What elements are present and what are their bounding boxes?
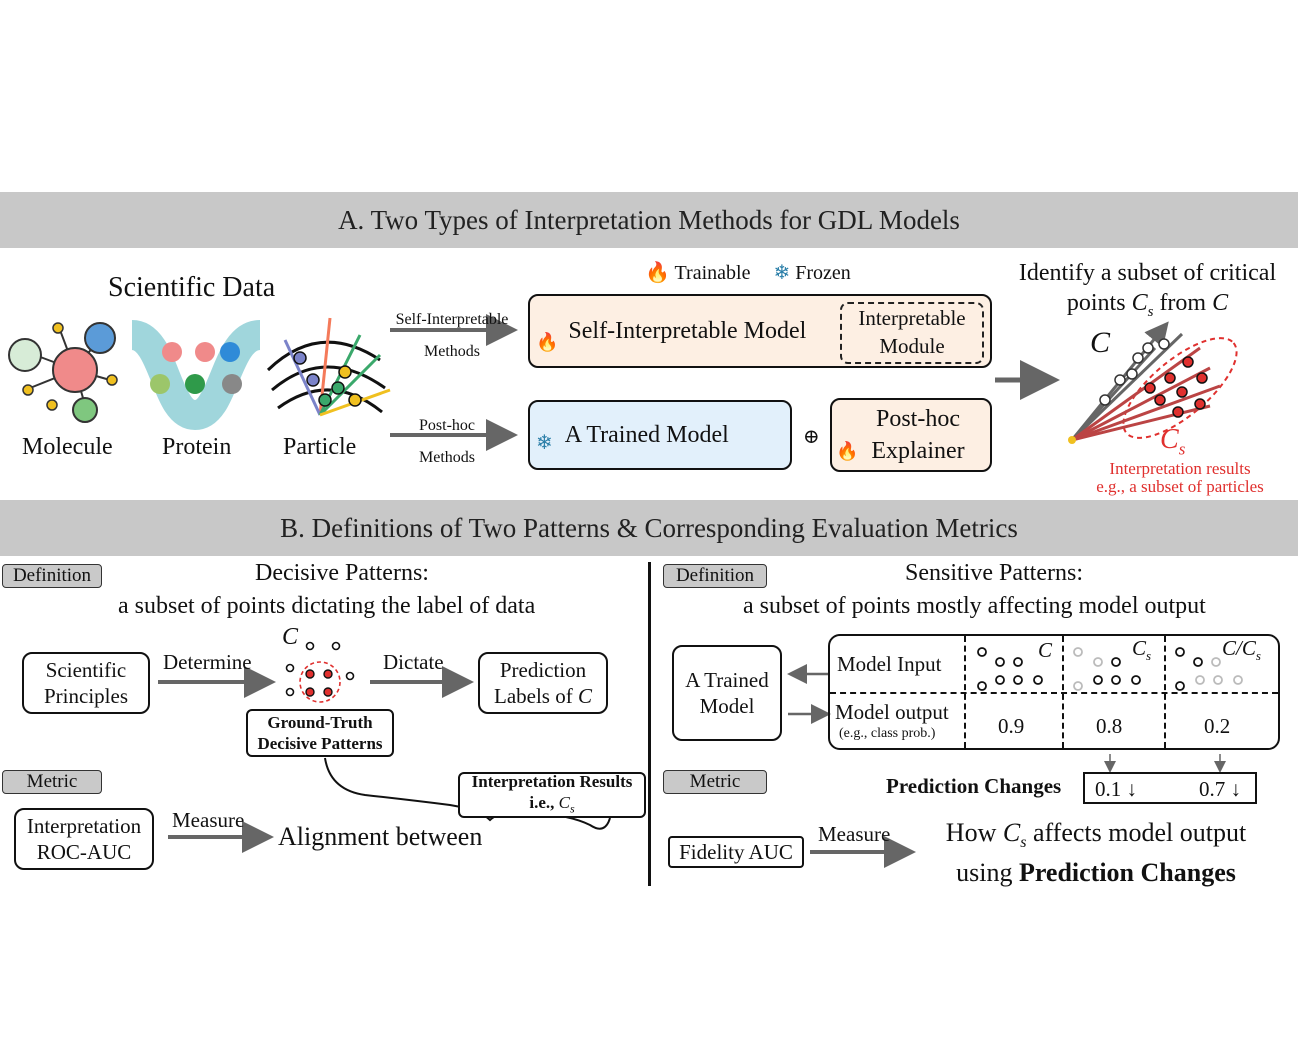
col-label-c: C xyxy=(1038,638,1053,662)
model-output-sub: (e.g., class prob.) xyxy=(839,726,936,741)
protein-icon xyxy=(129,320,263,431)
legend: 🔥 Trainable ❄ Frozen xyxy=(645,262,851,284)
section-b-header: B. Definitions of Two Patterns & Corresp… xyxy=(0,500,1298,556)
label-protein: Protein xyxy=(162,434,232,460)
section-a-header: A. Two Types of Interpretation Methods f… xyxy=(0,192,1298,248)
input-points xyxy=(977,647,1243,691)
label-molecule: Molecule xyxy=(22,434,113,460)
alignment-text: Alignment between xyxy=(278,822,483,851)
trained-model-label: A Trained Model xyxy=(564,422,729,448)
how-cs-text: How Cs affects model output using Predic… xyxy=(945,818,1247,888)
arrows-a xyxy=(390,314,1060,451)
interpretable-module-box: Interpretable Module xyxy=(840,302,984,364)
scientific-principles-box: Scientific Principles xyxy=(22,652,150,714)
sensitive-heading: Sensitive Patterns: xyxy=(905,560,1083,586)
trained-model-box: ❄ A Trained Model xyxy=(528,400,792,470)
identify-text: Identify a subset of critical points Cs … xyxy=(1018,260,1277,320)
flame-icon: 🔥 xyxy=(836,441,859,461)
interpretation-results-box: Interpretation Results i.e., Cs xyxy=(458,772,646,818)
self-model-label: Self-Interpretable Model xyxy=(568,318,807,344)
measure-label-left: Measure xyxy=(172,808,245,832)
posthoc-methods-label: Post-hoc Methods xyxy=(419,417,475,466)
cluster-label-c: C xyxy=(1090,326,1111,359)
prediction-changes-box: 0.1 ↓ 0.7 ↓ xyxy=(1083,772,1257,804)
decisive-subheading: a subset of points dictating the label o… xyxy=(118,593,536,619)
self-interpretable-model-box: 🔥 Self-Interpretable Model Interpretable… xyxy=(528,294,992,368)
ground-truth-box: Ground-Truth Decisive Patterns xyxy=(246,709,394,757)
output-cs: 0.8 xyxy=(1096,714,1123,738)
prediction-labels-box: Prediction Labels of C xyxy=(478,652,608,714)
col-divider-3 xyxy=(1164,636,1166,748)
particle-icon xyxy=(266,317,391,417)
tag-metric-right: Metric xyxy=(663,770,767,794)
scientific-data-title: Scientific Data xyxy=(108,272,276,303)
oplus-symbol: ⊕ xyxy=(803,426,820,448)
model-io-table: Model Input Model output (e.g., class pr… xyxy=(828,634,1280,750)
flame-icon: 🔥 xyxy=(536,331,559,352)
snowflake-icon: ❄ xyxy=(536,431,553,454)
section-divider xyxy=(648,562,651,886)
col-divider-2 xyxy=(1062,636,1064,748)
c-label-left: C xyxy=(282,624,299,650)
trained-model-box-right: A Trained Model xyxy=(672,645,782,741)
sensitive-subheading: a subset of points mostly affecting mode… xyxy=(743,593,1206,619)
tag-definition-right: Definition xyxy=(663,564,767,588)
output-c: 0.9 xyxy=(998,714,1025,738)
model-output-label: Model output xyxy=(835,700,949,724)
change-cs: 0.1 ↓ xyxy=(1095,777,1137,801)
tag-metric-left: Metric xyxy=(2,770,102,794)
row-divider xyxy=(830,692,1278,694)
arrows-b-right xyxy=(787,664,1226,868)
tag-definition-left: Definition xyxy=(2,564,102,588)
critical-points-cluster xyxy=(1068,321,1238,444)
cluster-label-cs: Cs xyxy=(1160,424,1186,459)
model-input-label: Model Input xyxy=(837,652,942,676)
molecule-icon xyxy=(8,322,118,423)
snowflake-icon: ❄ xyxy=(773,262,791,284)
label-particle: Particle xyxy=(283,434,357,460)
col-label-c-minus-cs: C/Cs xyxy=(1222,636,1261,664)
self-methods-label: Self-Interpretable Methods xyxy=(395,311,509,360)
roc-auc-box: Interpretation ROC-AUC xyxy=(14,808,154,870)
section-b-title: B. Definitions of Two Patterns & Corresp… xyxy=(280,513,1018,543)
section-a-title: A. Two Types of Interpretation Methods f… xyxy=(338,205,960,235)
decisive-heading: Decisive Patterns: xyxy=(255,560,429,586)
measure-label-right: Measure xyxy=(818,822,891,846)
arrows-b-left xyxy=(158,666,611,853)
posthoc-explainer-box: 🔥 Post-hoc Explainer xyxy=(830,398,992,472)
decisive-points xyxy=(285,641,355,703)
dictate-label: Dictate xyxy=(383,650,444,674)
flame-icon: 🔥 xyxy=(645,262,670,284)
output-c-minus-cs: 0.2 xyxy=(1204,714,1231,738)
data-illustrations xyxy=(8,317,391,431)
col-divider-1 xyxy=(964,636,966,748)
col-label-cs: Cs xyxy=(1132,636,1152,664)
fidelity-auc-box: Fidelity AUC xyxy=(668,836,804,868)
change-c-minus-cs: 0.7 ↓ xyxy=(1199,777,1241,801)
interpretation-results-caption: Interpretation results e.g., a subset of… xyxy=(1096,459,1264,496)
determine-label: Determine xyxy=(163,650,252,674)
prediction-changes-label: Prediction Changes xyxy=(886,774,1062,798)
